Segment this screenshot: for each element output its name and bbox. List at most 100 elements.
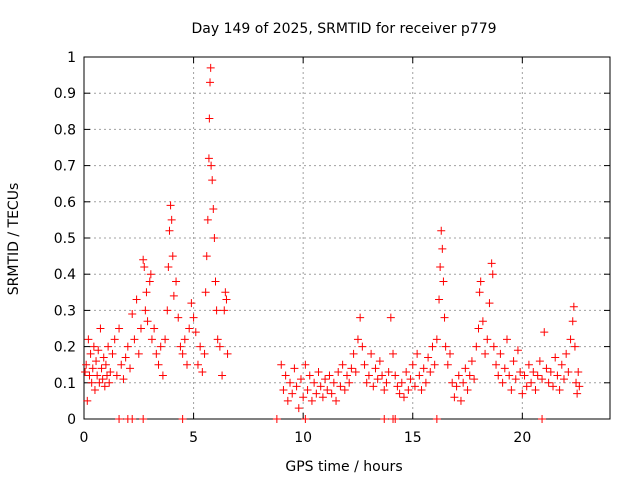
data-point (441, 342, 450, 351)
data-point (87, 378, 96, 387)
data-point (544, 378, 553, 387)
data-point (130, 335, 139, 344)
data-point (428, 342, 437, 351)
data-point (212, 306, 221, 315)
data-point (166, 201, 175, 210)
data-point (312, 389, 321, 398)
data-point (161, 335, 170, 344)
data-point (301, 360, 310, 369)
data-point (301, 415, 310, 423)
data-point (172, 277, 181, 286)
data-point (378, 371, 387, 380)
data-point (500, 364, 509, 373)
data-point (152, 349, 161, 358)
data-point (531, 386, 540, 395)
data-point (303, 386, 312, 395)
data-point (574, 367, 583, 376)
data-point (82, 360, 91, 369)
data-point (362, 378, 371, 387)
data-point (218, 371, 227, 380)
data-point (393, 382, 402, 391)
data-point (436, 262, 445, 271)
data-point (439, 277, 448, 286)
data-point (98, 375, 107, 384)
data-point (343, 371, 351, 380)
data-point (165, 226, 174, 235)
y-tick-label: 0.2 (54, 340, 76, 356)
data-point (440, 313, 449, 322)
data-point (336, 382, 345, 391)
data-point (406, 375, 415, 384)
data-point (96, 324, 105, 333)
data-point (448, 378, 457, 387)
data-point (369, 382, 378, 391)
data-point (522, 382, 531, 391)
data-point (92, 357, 101, 366)
series-zero-value (115, 415, 547, 423)
data-point (222, 295, 231, 304)
data-point (391, 415, 400, 423)
data-point (169, 291, 178, 300)
data-point (546, 367, 555, 376)
x-tick-label: 20 (513, 430, 531, 446)
data-point (329, 378, 338, 387)
data-point (540, 328, 549, 337)
data-point (424, 353, 433, 362)
data-point (100, 382, 109, 391)
data-point (573, 389, 582, 398)
data-point (404, 386, 413, 395)
data-point (446, 349, 455, 358)
data-point (294, 404, 303, 413)
data-point (115, 415, 124, 423)
data-point (88, 364, 97, 373)
data-point (505, 371, 514, 380)
data-point (187, 299, 196, 308)
data-point (472, 342, 481, 351)
data-point (323, 386, 332, 395)
data-point (202, 252, 211, 261)
data-point (408, 360, 417, 369)
data-point (147, 335, 156, 344)
data-point (551, 353, 560, 362)
data-point (535, 357, 544, 366)
data-point (410, 382, 419, 391)
data-point (292, 382, 301, 391)
data-point (205, 114, 214, 123)
data-point (191, 328, 200, 337)
data-point (206, 63, 215, 72)
data-point (520, 371, 529, 380)
data-point (213, 335, 222, 344)
data-point (108, 349, 117, 358)
y-tick-label: 0.7 (54, 159, 76, 175)
data-point (290, 364, 299, 373)
data-point (103, 371, 112, 380)
data-point (128, 415, 137, 423)
data-point (316, 382, 325, 391)
data-point (380, 386, 389, 395)
data-point (134, 349, 143, 358)
data-point (345, 378, 354, 387)
data-point (461, 364, 470, 373)
data-point (570, 342, 579, 351)
data-point (562, 349, 571, 358)
data-point (338, 360, 347, 369)
data-point (104, 342, 113, 351)
data-point (564, 367, 573, 376)
x-tick-label: 15 (404, 430, 422, 446)
data-point (94, 346, 103, 355)
data-point (99, 353, 108, 362)
data-point (557, 360, 566, 369)
y-tick-label: 0.6 (54, 195, 76, 211)
data-point (305, 371, 314, 380)
data-point (296, 375, 305, 384)
data-point (84, 335, 93, 344)
data-point (492, 360, 501, 369)
data-point (288, 389, 297, 398)
data-point (475, 288, 484, 297)
data-point (496, 349, 505, 358)
data-point (568, 317, 577, 326)
data-point (529, 367, 538, 376)
data-point (340, 386, 349, 395)
data-point (110, 335, 119, 344)
data-point (474, 324, 483, 333)
